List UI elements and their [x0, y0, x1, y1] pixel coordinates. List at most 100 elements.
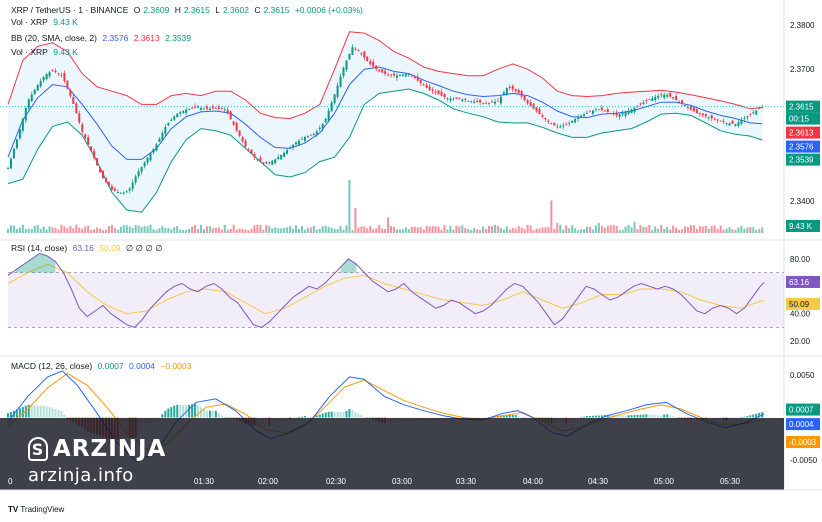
candle-body [223, 109, 226, 111]
rsi-line [7, 252, 765, 328]
candle-body [636, 105, 639, 107]
volume-bar [651, 230, 654, 233]
volume-bar [461, 225, 464, 233]
candle-body [268, 162, 271, 163]
candle-body [253, 154, 256, 158]
candle-body [27, 99, 30, 109]
volume-bar [490, 226, 493, 233]
candle-body [12, 148, 15, 159]
volume-bar [286, 227, 289, 233]
volume-axis-label-bg [786, 220, 820, 232]
macd-hist-bar [669, 415, 672, 418]
macd-hist-bar [514, 414, 517, 418]
macd-hist-bar [60, 411, 63, 418]
candle-body [743, 118, 746, 120]
candle-body [69, 89, 72, 96]
candle-body [544, 117, 547, 120]
volume-bar [309, 227, 312, 233]
macd-hist-bar [220, 415, 223, 418]
macd-hist-bar [182, 405, 185, 418]
macd-hist-bar [675, 417, 678, 418]
candle-body [496, 100, 499, 102]
candle-body [621, 113, 624, 115]
candle-body [48, 72, 51, 77]
candle-body [99, 167, 102, 173]
candle-body [470, 101, 473, 103]
volume-bar [372, 229, 375, 233]
candle-body [663, 94, 666, 98]
volume-bar [698, 226, 701, 233]
candle-body [719, 120, 722, 122]
vol-legend-value: 9.43 K [53, 47, 78, 57]
candle-body [164, 127, 167, 134]
volume-bar [416, 227, 419, 233]
candle-body [167, 122, 170, 126]
candle-body [485, 103, 488, 105]
rsi-tick-label: 20.00 [790, 337, 811, 346]
candle-body [283, 152, 286, 157]
volume-bar [473, 227, 476, 233]
candle-body [387, 74, 390, 76]
volume-bar [315, 229, 318, 233]
candle-body [303, 136, 306, 141]
candle-body [360, 53, 363, 55]
candle-body [642, 102, 645, 105]
candle-body [517, 89, 520, 94]
macd-hist-bar [651, 414, 654, 418]
macd-hist-bar [749, 415, 752, 418]
volume-bar [556, 222, 559, 233]
candle-body [182, 111, 185, 113]
candle-body [398, 75, 401, 76]
candle-body [493, 101, 496, 104]
candle-body [586, 113, 588, 114]
volume-bar [719, 225, 722, 233]
volume-bar [657, 228, 660, 233]
candle-body [137, 171, 140, 177]
candle-body [191, 107, 194, 109]
macd-hist-bar [580, 417, 583, 419]
bb-basis-label: 2.3576 [789, 143, 814, 152]
candle-body [300, 138, 303, 140]
volume-bar [538, 228, 541, 233]
volume-bar [244, 229, 247, 233]
volume-bar [63, 226, 66, 233]
volume-bar [493, 224, 496, 233]
candle-body [131, 182, 134, 189]
volume-bar [485, 229, 488, 233]
macd-hist-current-label: 0.0007 [789, 406, 814, 415]
volume-bar [425, 225, 428, 233]
volume-bar [749, 227, 752, 233]
macd-hist-bar [318, 414, 321, 418]
volume-bar [324, 225, 327, 233]
macd-hist-bar [482, 417, 485, 419]
macd-hist-bar [324, 412, 327, 418]
volume-bar [274, 227, 277, 233]
candle-body [173, 116, 176, 120]
candle-body [238, 130, 241, 136]
time-tick-label: 05:00 [654, 477, 675, 486]
macd-hist-bar [752, 414, 755, 418]
candle-body [149, 153, 152, 161]
bb-lower-value: 2.3539 [165, 33, 192, 43]
volume-bar [734, 229, 737, 233]
volume-bar [116, 229, 119, 233]
candle-body [256, 159, 259, 160]
tradingview-footer[interactable]: TV TradingView [8, 505, 64, 514]
rsi-tick-label: 80.00 [790, 255, 811, 264]
macd-hist-bar [624, 415, 627, 418]
volume-bar [351, 230, 354, 233]
volume-bar [271, 228, 274, 233]
macd-current-label: 0.0004 [789, 420, 814, 429]
bb-basis-value: 2.3576 [102, 33, 129, 43]
candle-body [277, 157, 280, 160]
volume-bar [446, 229, 449, 233]
vol-label: Vol · XRP [11, 17, 48, 27]
volume-bar [683, 226, 686, 233]
volume-bar [54, 227, 57, 233]
volume-bar [728, 227, 731, 233]
candle-body [119, 192, 122, 194]
volume-bar [660, 224, 663, 233]
macd-hist-bar [609, 414, 612, 418]
candle-body [520, 90, 523, 97]
